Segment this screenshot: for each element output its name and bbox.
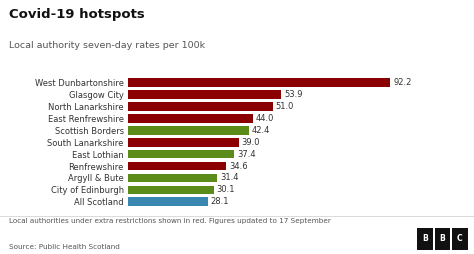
Text: C: C (457, 234, 463, 243)
FancyBboxPatch shape (418, 228, 433, 250)
Text: 39.0: 39.0 (242, 138, 260, 147)
Bar (128, 174, 217, 182)
Bar (128, 114, 253, 123)
Text: Local authority seven-day rates per 100k: Local authority seven-day rates per 100k (9, 41, 206, 50)
Text: 42.4: 42.4 (251, 126, 270, 135)
Bar (128, 126, 248, 135)
Bar (128, 78, 390, 87)
Text: 51.0: 51.0 (276, 102, 294, 111)
Text: 92.2: 92.2 (393, 78, 411, 87)
Bar (128, 138, 239, 147)
Text: 31.4: 31.4 (220, 173, 238, 182)
Text: 30.1: 30.1 (217, 185, 235, 194)
Text: Local authorities under extra restrictions shown in red. Figures updated to 17 S: Local authorities under extra restrictio… (9, 218, 331, 225)
Bar (128, 186, 214, 194)
Text: 53.9: 53.9 (284, 90, 302, 99)
Bar (128, 90, 281, 99)
Text: 34.6: 34.6 (229, 162, 248, 170)
Text: 37.4: 37.4 (237, 150, 256, 159)
Text: 44.0: 44.0 (256, 114, 274, 123)
Text: B: B (439, 234, 446, 243)
Bar (128, 102, 273, 111)
FancyBboxPatch shape (452, 228, 467, 250)
Text: 28.1: 28.1 (211, 197, 229, 206)
FancyBboxPatch shape (435, 228, 450, 250)
Bar (128, 150, 234, 158)
Text: B: B (422, 234, 428, 243)
Text: Source: Public Health Scotland: Source: Public Health Scotland (9, 244, 120, 250)
Bar (128, 162, 227, 170)
Text: Covid-19 hotspots: Covid-19 hotspots (9, 8, 145, 21)
Bar (128, 197, 208, 206)
